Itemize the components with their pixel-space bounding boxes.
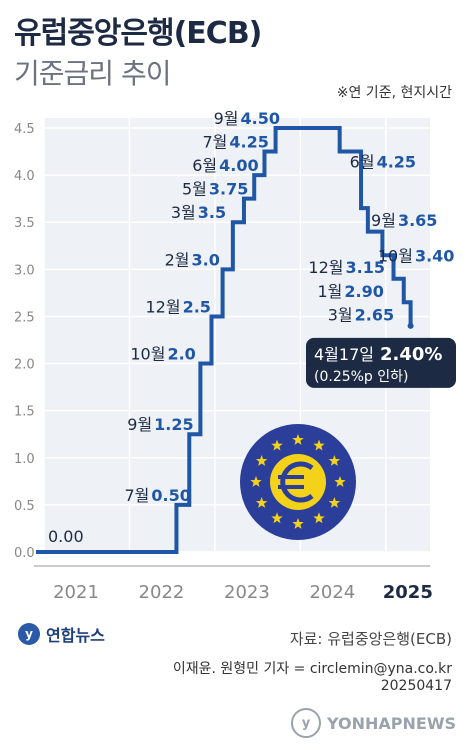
watermark-label: YONHAPNEWS bbox=[327, 713, 456, 733]
y-tick-label: 0.5 bbox=[14, 499, 35, 514]
star-icon bbox=[328, 455, 341, 466]
data-label: 7월 0.50 bbox=[124, 486, 190, 505]
source-text: 자료: 유럽중앙은행(ECB) bbox=[289, 630, 452, 648]
y-tick-label: 3.5 bbox=[14, 216, 35, 231]
watermark-icon: y bbox=[291, 708, 321, 738]
data-label: 9월 1.25 bbox=[127, 415, 193, 434]
yonhap-logo-label: 연합뉴스 bbox=[46, 626, 105, 645]
y-tick-label: 2.5 bbox=[14, 310, 35, 325]
rate-chart: 0.0 0.5 1.0 1.5 2.0 2.5 3.0 3.5 4.0 4.5 2021 2022 20… bbox=[14, 109, 456, 603]
y-tick-label: 2.0 bbox=[14, 358, 35, 373]
data-label: 9월 3.65 bbox=[371, 211, 437, 230]
data-label: 5월 3.75 bbox=[182, 180, 248, 199]
data-label: 12월 3.15 bbox=[308, 258, 385, 277]
data-label: 3월 3.5 bbox=[171, 203, 226, 222]
star-icon bbox=[250, 476, 262, 487]
y-tick-label: 0.0 bbox=[14, 546, 35, 561]
date-text: 20250417 bbox=[380, 678, 452, 694]
data-label: 0.00 bbox=[48, 527, 84, 546]
plot-area bbox=[44, 118, 430, 552]
x-tick-label: 2022 bbox=[139, 582, 185, 603]
x-tick-label: 2021 bbox=[53, 582, 99, 603]
star-icon bbox=[313, 512, 325, 524]
star-icon bbox=[292, 518, 304, 529]
data-label: 7월 4.25 bbox=[202, 133, 268, 152]
x-tick-label: 2025 bbox=[383, 582, 433, 603]
data-label: 3월 2.65 bbox=[328, 305, 394, 324]
star-icon bbox=[271, 512, 283, 524]
data-label: 6월 4.00 bbox=[192, 156, 258, 175]
latest-rate-change: (0.25%p 인하) bbox=[314, 369, 409, 385]
data-label: 1월 2.90 bbox=[318, 282, 384, 301]
star-icon bbox=[292, 434, 304, 445]
x-tick-label: 2024 bbox=[309, 582, 355, 603]
credit-text: 이재윤. 원형민 기자 = circlemin@yna.co.kr bbox=[172, 661, 452, 677]
star-icon bbox=[313, 439, 325, 451]
star-icon bbox=[328, 497, 341, 508]
yonhap-logo: y 연합뉴스 bbox=[18, 622, 105, 646]
latest-rate-callout bbox=[306, 337, 456, 388]
latest-rate-label: 4월17일 2.40% bbox=[314, 344, 442, 365]
data-label: 6월 4.25 bbox=[350, 153, 416, 172]
timezone-note: ※연 기준, 현지시간 bbox=[336, 85, 452, 101]
data-label: 10월 2.0 bbox=[130, 345, 195, 364]
y-tick-label: 4.0 bbox=[14, 169, 35, 184]
data-label: 9월 4.50 bbox=[214, 109, 280, 128]
y-tick-label: 4.5 bbox=[14, 122, 35, 137]
watermark: y YONHAPNEWS bbox=[291, 708, 456, 738]
euro-sign-icon bbox=[280, 461, 314, 503]
x-tick-label: 2023 bbox=[224, 582, 270, 603]
latest-rate-point bbox=[407, 322, 414, 329]
page-subtitle: 기준금리 추이 bbox=[14, 57, 171, 90]
y-tick-label: 3.0 bbox=[14, 263, 35, 278]
page-title: 유럽중앙은행(ECB) bbox=[14, 16, 262, 51]
star-icon bbox=[255, 497, 268, 508]
star-icon bbox=[334, 476, 346, 487]
data-label: 10월 3.40 bbox=[378, 247, 455, 266]
star-icon bbox=[271, 439, 283, 451]
y-tick-label: 1.0 bbox=[14, 452, 35, 467]
star-icon bbox=[255, 455, 268, 466]
data-label: 12월 2.5 bbox=[145, 297, 210, 316]
data-label: 2월 3.0 bbox=[165, 250, 220, 269]
y-tick-label: 1.5 bbox=[14, 405, 35, 420]
yonhap-logo-icon: y bbox=[18, 623, 40, 645]
rate-series-line bbox=[36, 126, 413, 554]
